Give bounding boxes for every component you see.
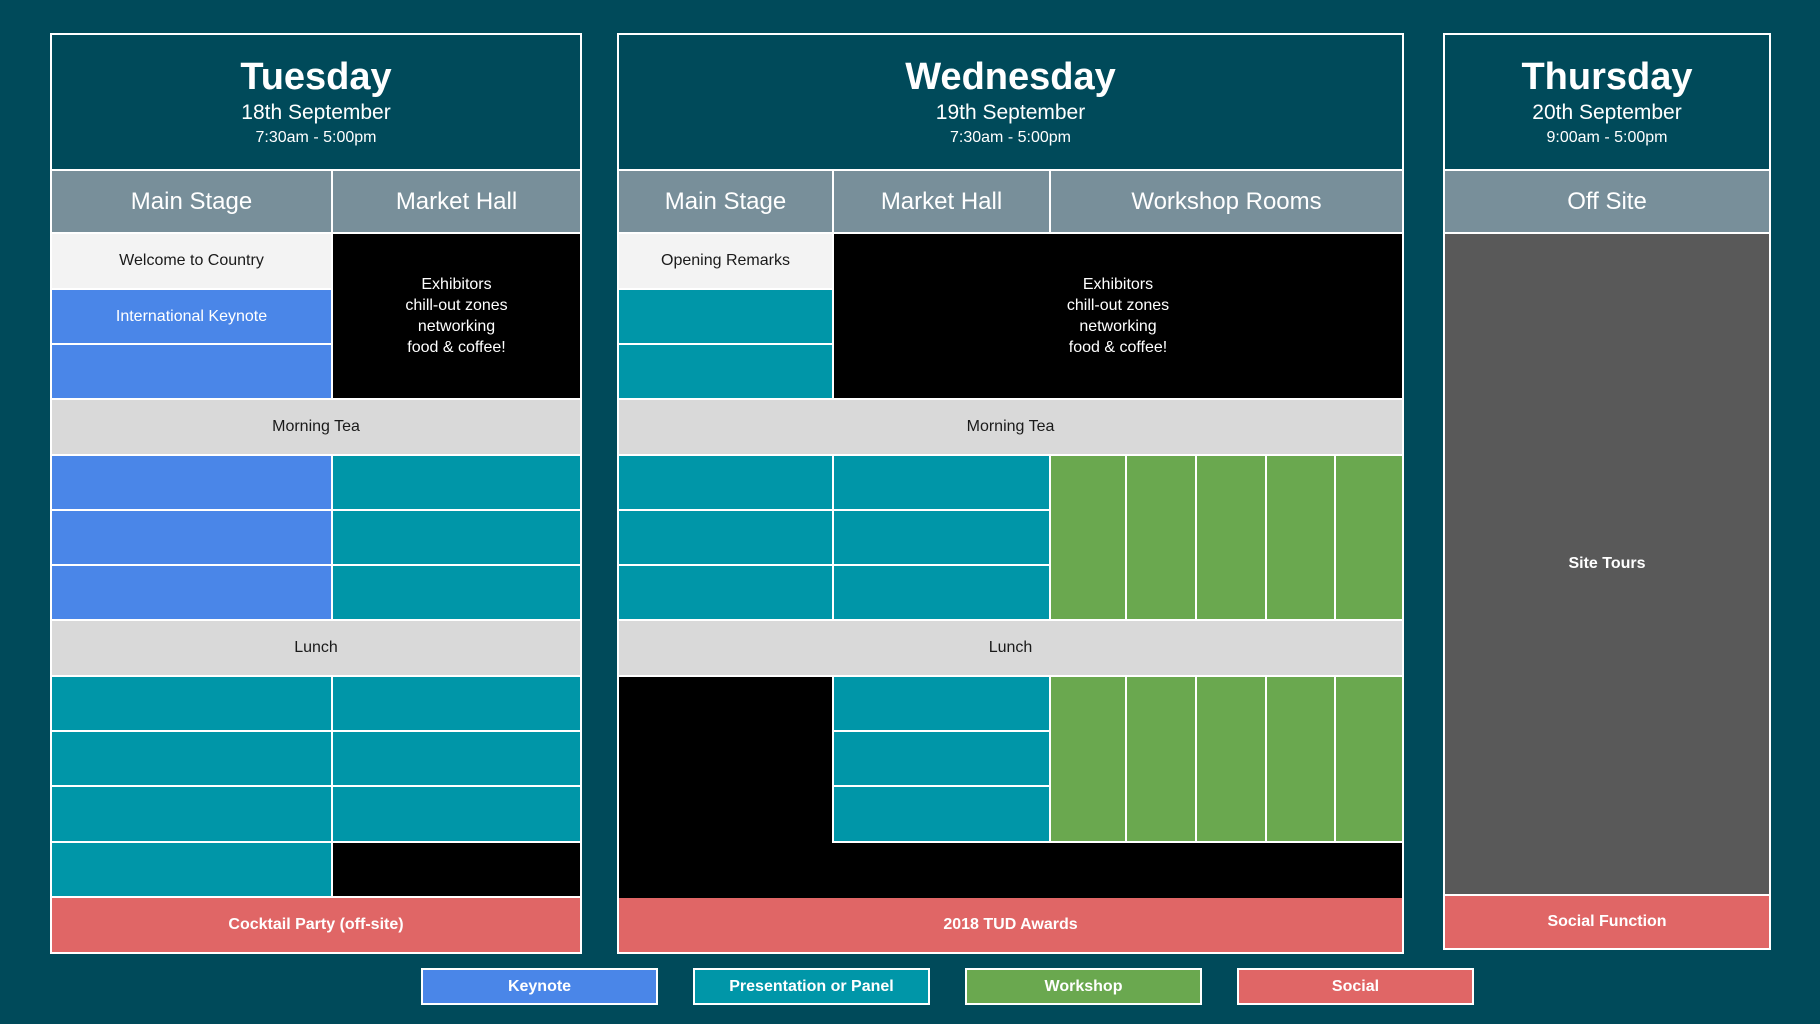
legend-social: Social [1237,968,1474,1005]
venue-workshop-rooms: Workshop Rooms [1051,171,1402,232]
session-workshop [1127,456,1195,619]
session-presentation [52,787,331,841]
day-name: Wednesday [905,56,1116,98]
session-presentation [52,843,331,896]
venue-market-hall: Market Hall [333,171,580,232]
session-workshop [1127,677,1195,841]
thursday-column: Thursday 20th September 9:00am - 5:00pm … [1443,33,1771,950]
venue-main-stage: Main Stage [619,171,832,232]
day-hours: 9:00am - 5:00pm [1546,129,1668,146]
session-presentation [619,566,832,619]
session-presentation [619,511,832,564]
lunch-break: Lunch [619,621,1402,675]
session-presentation [333,456,580,509]
session-presentation [619,345,832,398]
session-workshop [1336,677,1402,841]
session-presentation [834,456,1049,509]
session-workshop [1197,677,1265,841]
session-presentation [834,787,1049,841]
exhibitors-block [832,843,1402,898]
legend-keynote: Keynote [421,968,658,1005]
session-workshop [1267,456,1334,619]
legend-workshop: Workshop [965,968,1202,1005]
tuesday-column: Tuesday 18th September 7:30am - 5:00pm M… [50,33,582,954]
wednesday-header: Wednesday 19th September 7:30am - 5:00pm [619,35,1402,169]
session-presentation [834,732,1049,785]
session-keynote [52,511,331,564]
session-presentation [619,290,832,343]
session-presentation [333,566,580,619]
session-presentation [333,732,580,785]
social-event: Social Function [1445,896,1769,948]
session-keynote [52,345,331,398]
session-opening-remarks: Opening Remarks [619,234,832,288]
social-event: Cocktail Party (off-site) [52,898,580,952]
session-welcome-to-country: Welcome to Country [52,234,331,288]
session-workshop [1197,456,1265,619]
exhibitors-block: Exhibitors chill-out zones networking fo… [834,234,1402,398]
session-presentation [52,732,331,785]
day-hours: 7:30am - 5:00pm [950,129,1071,146]
session-workshop [1051,456,1125,619]
lunch-break: Lunch [52,621,580,675]
session-presentation [619,456,832,509]
venue-off-site: Off Site [1445,171,1769,232]
session-presentation [333,511,580,564]
wednesday-column: Wednesday 19th September 7:30am - 5:00pm… [617,33,1404,954]
venue-market-hall: Market Hall [834,171,1049,232]
legend-presentation-or-panel: Presentation or Panel [693,968,930,1005]
day-hours: 7:30am - 5:00pm [255,129,377,146]
social-event: 2018 TUD Awards [619,898,1402,952]
day-name: Thursday [1521,56,1693,98]
session-presentation [333,677,580,730]
tuesday-header: Tuesday 18th September 7:30am - 5:00pm [52,35,580,169]
venue-main-stage: Main Stage [52,171,331,232]
session-presentation [834,677,1049,730]
exhibitors-block [333,843,580,896]
exhibitors-block: Exhibitors chill-out zones networking fo… [333,234,580,398]
session-keynote [52,456,331,509]
session-presentation [834,566,1049,619]
site-tours-block: Site Tours [1445,234,1769,894]
day-name: Tuesday [240,56,392,98]
session-keynote [52,566,331,619]
exhibitors-block [619,677,832,898]
day-date: 20th September [1532,101,1682,124]
session-workshop [1267,677,1334,841]
day-date: 19th September [935,101,1086,124]
session-workshop [1051,677,1125,841]
day-date: 18th September [241,101,391,124]
session-workshop [1336,456,1402,619]
thursday-header: Thursday 20th September 9:00am - 5:00pm [1445,35,1769,169]
session-presentation [834,511,1049,564]
morning-tea-break: Morning Tea [52,400,580,454]
morning-tea-break: Morning Tea [619,400,1402,454]
session-international-keynote: International Keynote [52,290,331,343]
session-presentation [333,787,580,841]
session-presentation [52,677,331,730]
